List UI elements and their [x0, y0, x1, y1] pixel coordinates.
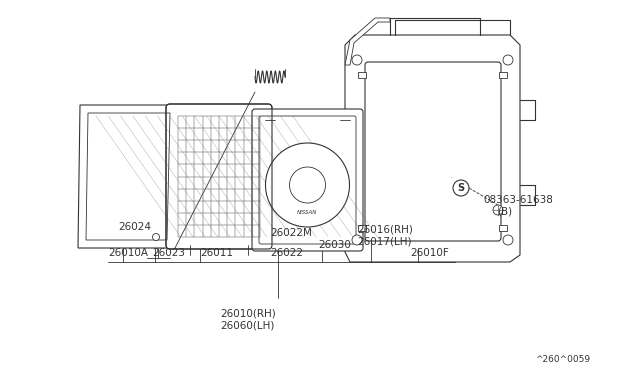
Circle shape [266, 143, 349, 227]
Circle shape [493, 205, 503, 215]
Circle shape [453, 180, 469, 196]
Text: 26060(LH): 26060(LH) [220, 320, 275, 330]
Text: 26016(RH): 26016(RH) [357, 225, 413, 235]
Circle shape [152, 234, 159, 241]
Text: 26010(RH): 26010(RH) [220, 308, 276, 318]
Polygon shape [78, 105, 178, 248]
Circle shape [503, 235, 513, 245]
Polygon shape [345, 35, 520, 262]
Bar [499, 225, 507, 231]
Text: S: S [458, 183, 465, 193]
Text: 26024: 26024 [118, 222, 151, 232]
Text: 26023: 26023 [152, 248, 185, 258]
Bar [358, 72, 366, 78]
Polygon shape [345, 18, 390, 65]
FancyBboxPatch shape [365, 62, 501, 241]
Text: ^260^0059: ^260^0059 [535, 355, 590, 364]
Bar [499, 72, 507, 78]
Text: 26011: 26011 [200, 248, 233, 258]
Text: 26010A: 26010A [108, 248, 148, 258]
Text: 26017(LH): 26017(LH) [357, 237, 412, 247]
Circle shape [352, 235, 362, 245]
Text: NISSAN: NISSAN [298, 211, 317, 215]
Text: 26022M: 26022M [270, 228, 312, 238]
FancyBboxPatch shape [166, 104, 272, 249]
Circle shape [503, 55, 513, 65]
Text: 08363-61638: 08363-61638 [483, 195, 553, 205]
Circle shape [352, 55, 362, 65]
Text: 26010F: 26010F [410, 248, 449, 258]
Text: (B): (B) [497, 207, 512, 217]
Text: 26030: 26030 [318, 240, 351, 250]
Bar [358, 225, 366, 231]
FancyBboxPatch shape [252, 109, 363, 251]
Text: 26022: 26022 [270, 248, 303, 258]
